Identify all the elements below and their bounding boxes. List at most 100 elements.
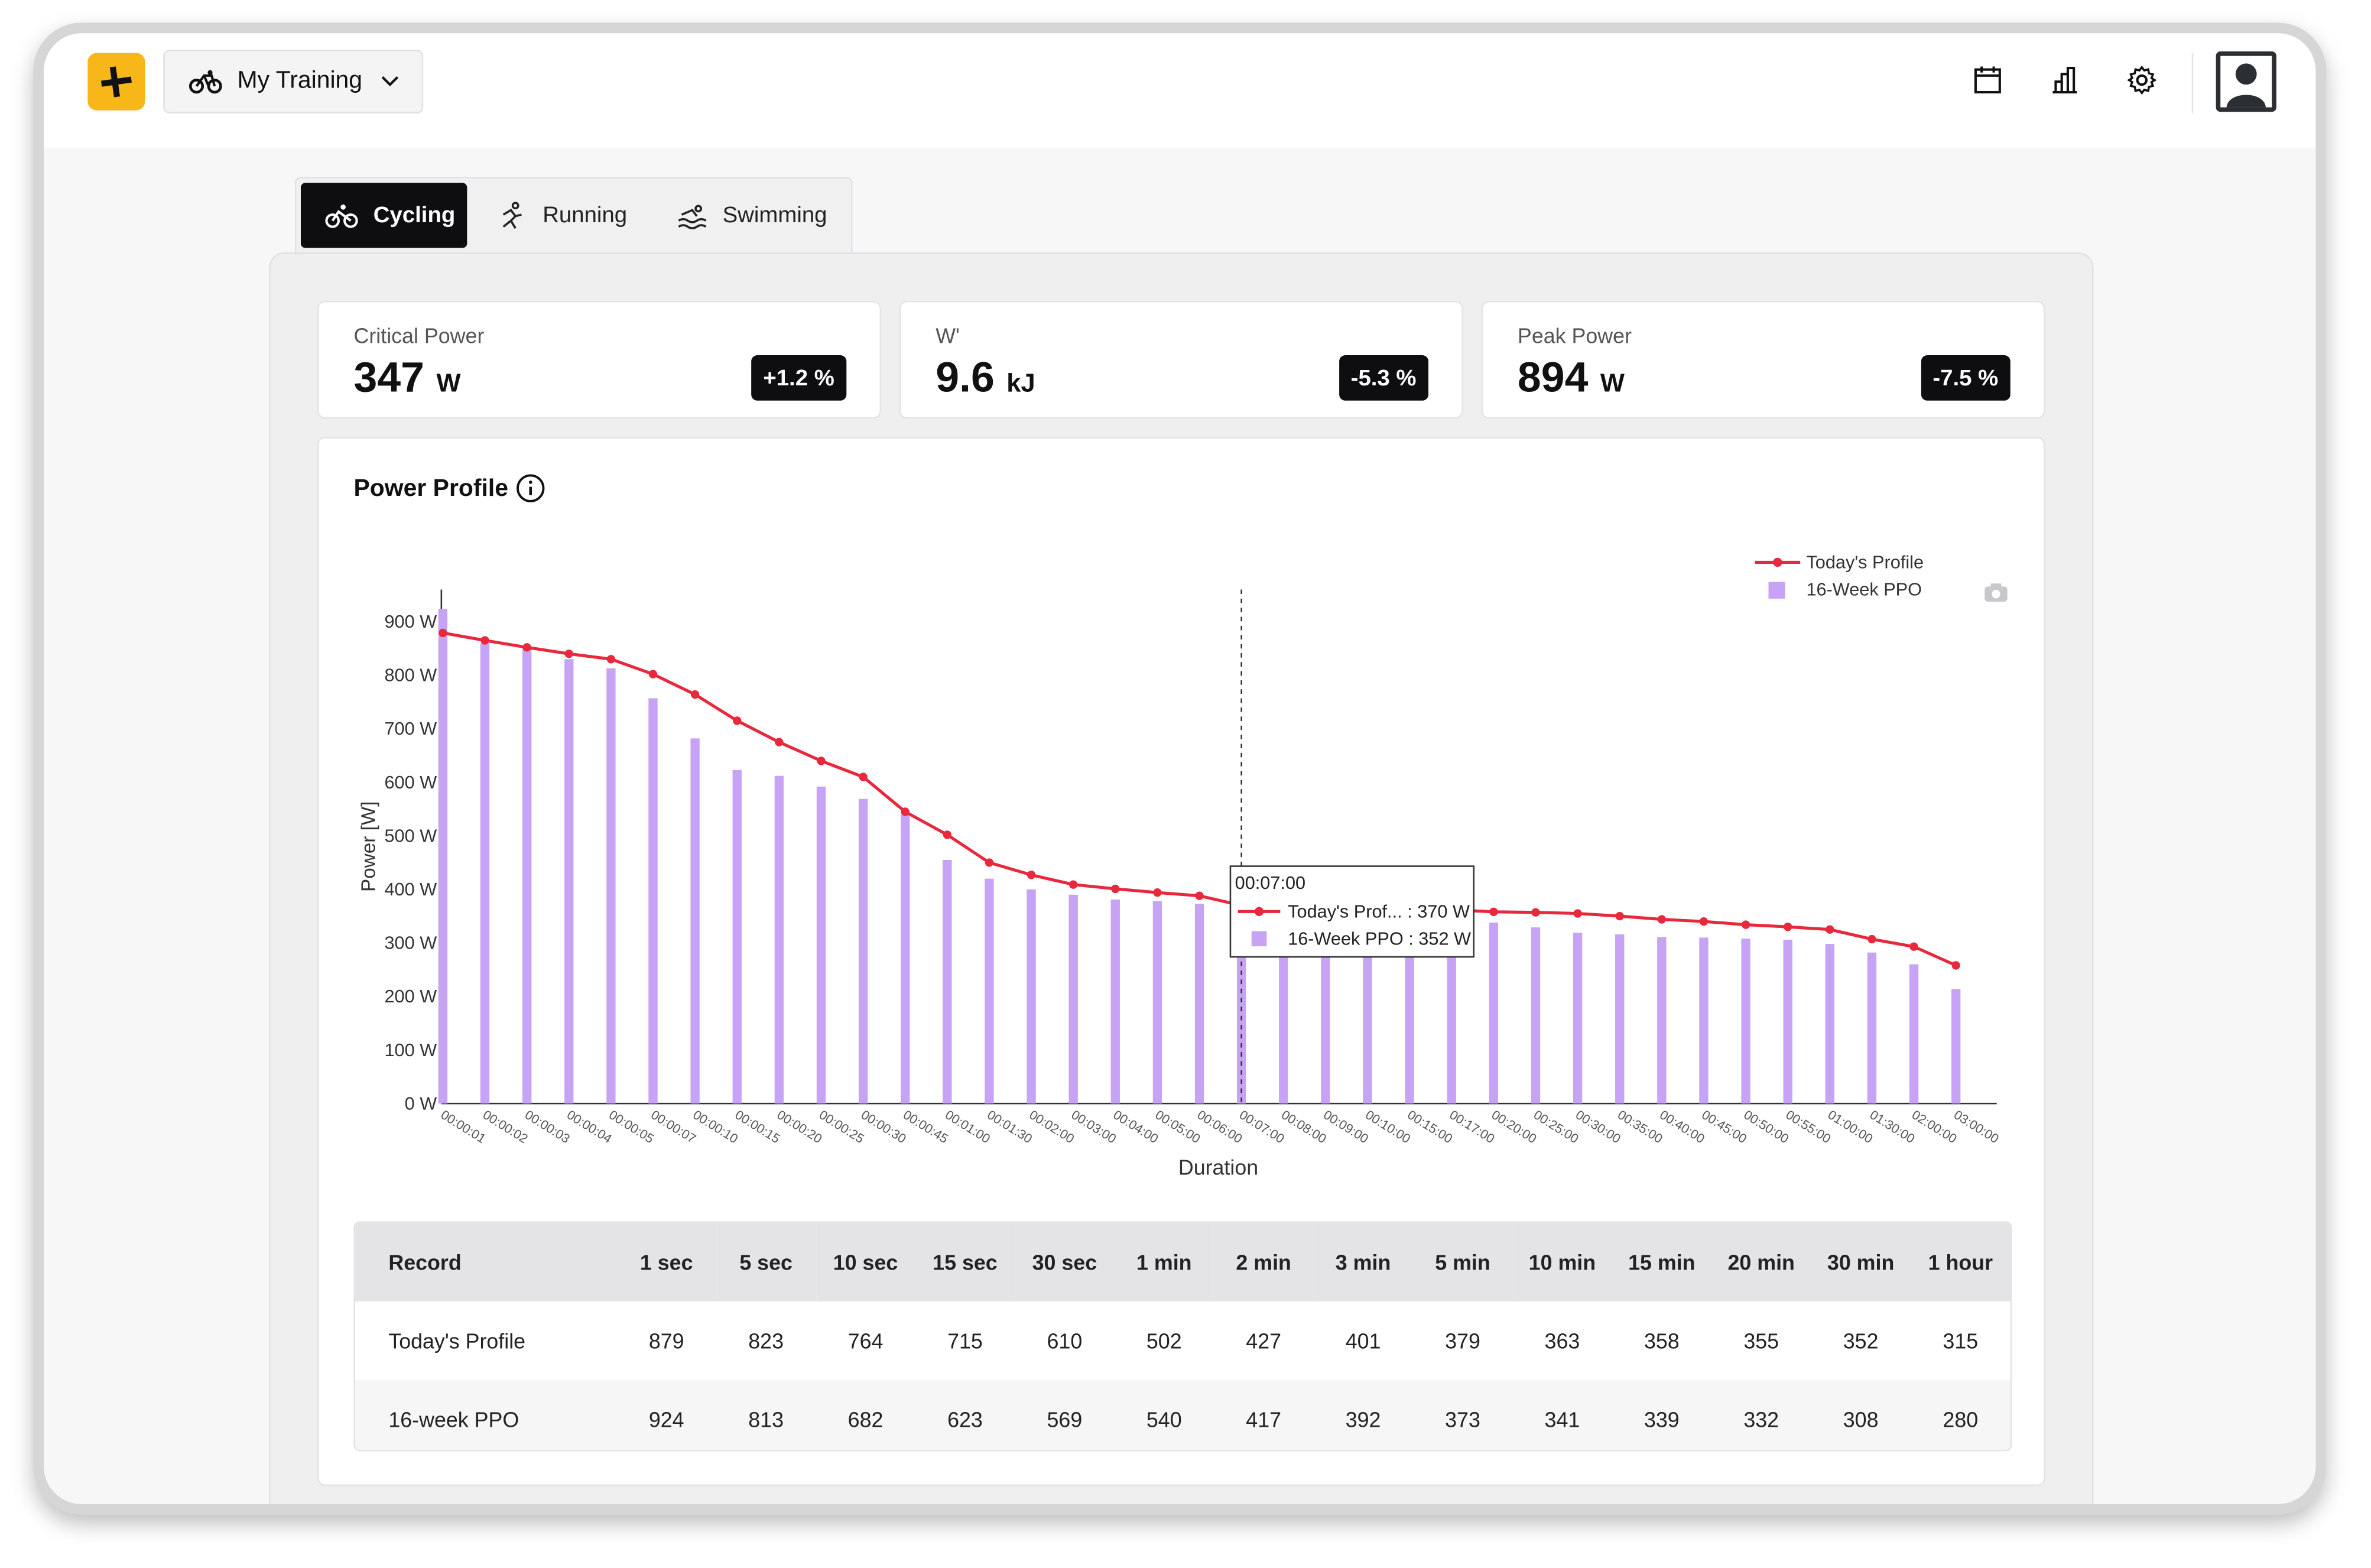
x-tick-label: 00:20:00 [1489,1107,1539,1146]
x-tick-label: 00:25:00 [1531,1107,1581,1146]
ppo-bar [1741,939,1750,1104]
ppo-bar [774,775,784,1104]
ppo-bar [1321,914,1330,1104]
x-tick-label: 00:17:00 [1447,1107,1497,1146]
table-cell: 401 [1313,1301,1413,1381]
ppo-bar [1531,927,1541,1104]
y-tick-label: 500 W [384,825,437,846]
todays-profile-point [522,643,531,652]
tooltip-line1: Today's Prof... : 370 W [1288,901,1470,922]
column-header: 10 min [1512,1223,1612,1302]
calendar-icon[interactable] [1971,63,2004,96]
column-header: 30 min [1811,1223,1911,1302]
kpi-unit: W [1600,369,1625,398]
ppo-bar [1615,934,1625,1104]
column-header: 3 min [1313,1223,1413,1302]
x-tick-label: 02:00:00 [1909,1107,1960,1146]
table-cell: 502 [1114,1301,1214,1381]
table-cell: 339 [1612,1380,1712,1450]
x-tick-label: 00:00:05 [606,1107,657,1146]
x-tick-label: 00:35:00 [1615,1107,1665,1146]
app-logo[interactable] [87,53,145,111]
column-header: 15 sec [915,1223,1015,1302]
x-tick-label: 00:07:00 [1237,1107,1287,1146]
todays-profile-point [943,830,951,839]
table-cell: 341 [1512,1380,1612,1450]
ppo-bar [1909,964,1919,1104]
ppo-bar [1363,915,1372,1104]
power-profile-chart[interactable]: 0 W 100 W 200 W 300 W 400 W 500 W 600 W 700 W 80… [319,439,2047,1217]
table-cell: 813 [716,1380,816,1450]
tab-cycling-label: Cycling [373,202,456,229]
ppo-bar [564,659,574,1104]
x-tick-label: 00:00:15 [732,1107,782,1146]
x-tick-label: 00:09:00 [1321,1107,1371,1146]
ppo-bar [1573,933,1583,1104]
user-avatar[interactable] [2216,51,2276,112]
sport-selector[interactable]: My Training [163,50,424,113]
header-divider [2191,53,2194,113]
tooltip-line-marker [1254,907,1264,916]
table-cell: 363 [1512,1301,1612,1381]
table-cell: 417 [1213,1380,1314,1450]
tab-swimming[interactable]: Swimming [677,183,846,248]
x-tick-label: 00:30:00 [1573,1107,1623,1146]
x-tick-label: 00:00:01 [439,1107,489,1146]
todays-profile-point [1111,884,1120,894]
camera-icon[interactable] [1985,583,2008,602]
kpi-value: 894 W [1518,354,1625,402]
info-icon[interactable] [515,473,545,504]
ppo-bar [1068,894,1078,1104]
kpi-title: Peak Power [1517,323,1632,348]
ppo-bar [438,609,448,1104]
ppo-bar [732,770,742,1104]
kpi-value: 9.6 kJ [936,354,1035,402]
legend-label: 16-Week PPO [1806,579,1922,600]
tooltip-bar-swatch [1251,931,1267,947]
x-tick-label: 00:45:00 [1699,1107,1749,1146]
tab-running-label: Running [543,202,628,229]
column-header: 10 sec [816,1223,915,1302]
ppo-bar [1194,904,1204,1104]
x-tick-label: 00:15:00 [1405,1107,1455,1146]
column-header: 15 min [1612,1223,1712,1302]
todays-profile-point [1826,925,1834,934]
tab-cycling[interactable]: Cycling [300,183,467,248]
ppo-bar [690,738,700,1104]
todays-profile-point [859,772,868,781]
running-icon [502,201,522,228]
ppo-bar [1152,901,1162,1104]
todays-profile-point [1951,961,1960,970]
kpi-title: Critical Power [353,323,485,348]
ppo-bar [1657,937,1667,1104]
todays-profile-point [606,655,616,664]
kpi-delta-badge: +1.2 % [751,355,847,401]
column-header: 5 min [1412,1223,1513,1302]
table-cell: 315 [1910,1301,2011,1381]
table-cell: 569 [1015,1380,1115,1450]
swimming-icon [678,204,707,229]
x-tick-label: 00:00:04 [564,1107,615,1146]
x-tick-label: 00:01:00 [943,1107,993,1146]
table-cell: 924 [616,1380,716,1450]
tab-running[interactable]: Running [497,183,648,248]
chevron-down-icon [381,76,399,87]
todays-profile-point [1573,909,1582,918]
x-tick-label: 00:00:30 [859,1107,909,1146]
todays-profile-point [1909,942,1918,951]
tab-swimming-label: Swimming [722,202,827,229]
todays-profile-point [1784,923,1792,931]
kpi-peak-power: Peak Power 894 W -7.5 % [1481,300,2045,419]
x-tick-label: 00:06:00 [1195,1107,1245,1146]
bar-chart-icon[interactable] [2048,63,2081,96]
sport-tabs: Cycling Running Swimming [294,177,853,254]
todays-profile-point [1489,907,1498,916]
table-cell: 355 [1711,1301,1811,1381]
ppo-bar [1951,989,1961,1104]
table-cell: 358 [1612,1301,1712,1381]
avatar-icon [2220,56,2272,108]
ppo-bar [1783,939,1792,1104]
gear-icon[interactable] [2125,63,2158,96]
sport-selector-label: My Training [237,68,363,94]
table-cell: 392 [1313,1380,1413,1450]
